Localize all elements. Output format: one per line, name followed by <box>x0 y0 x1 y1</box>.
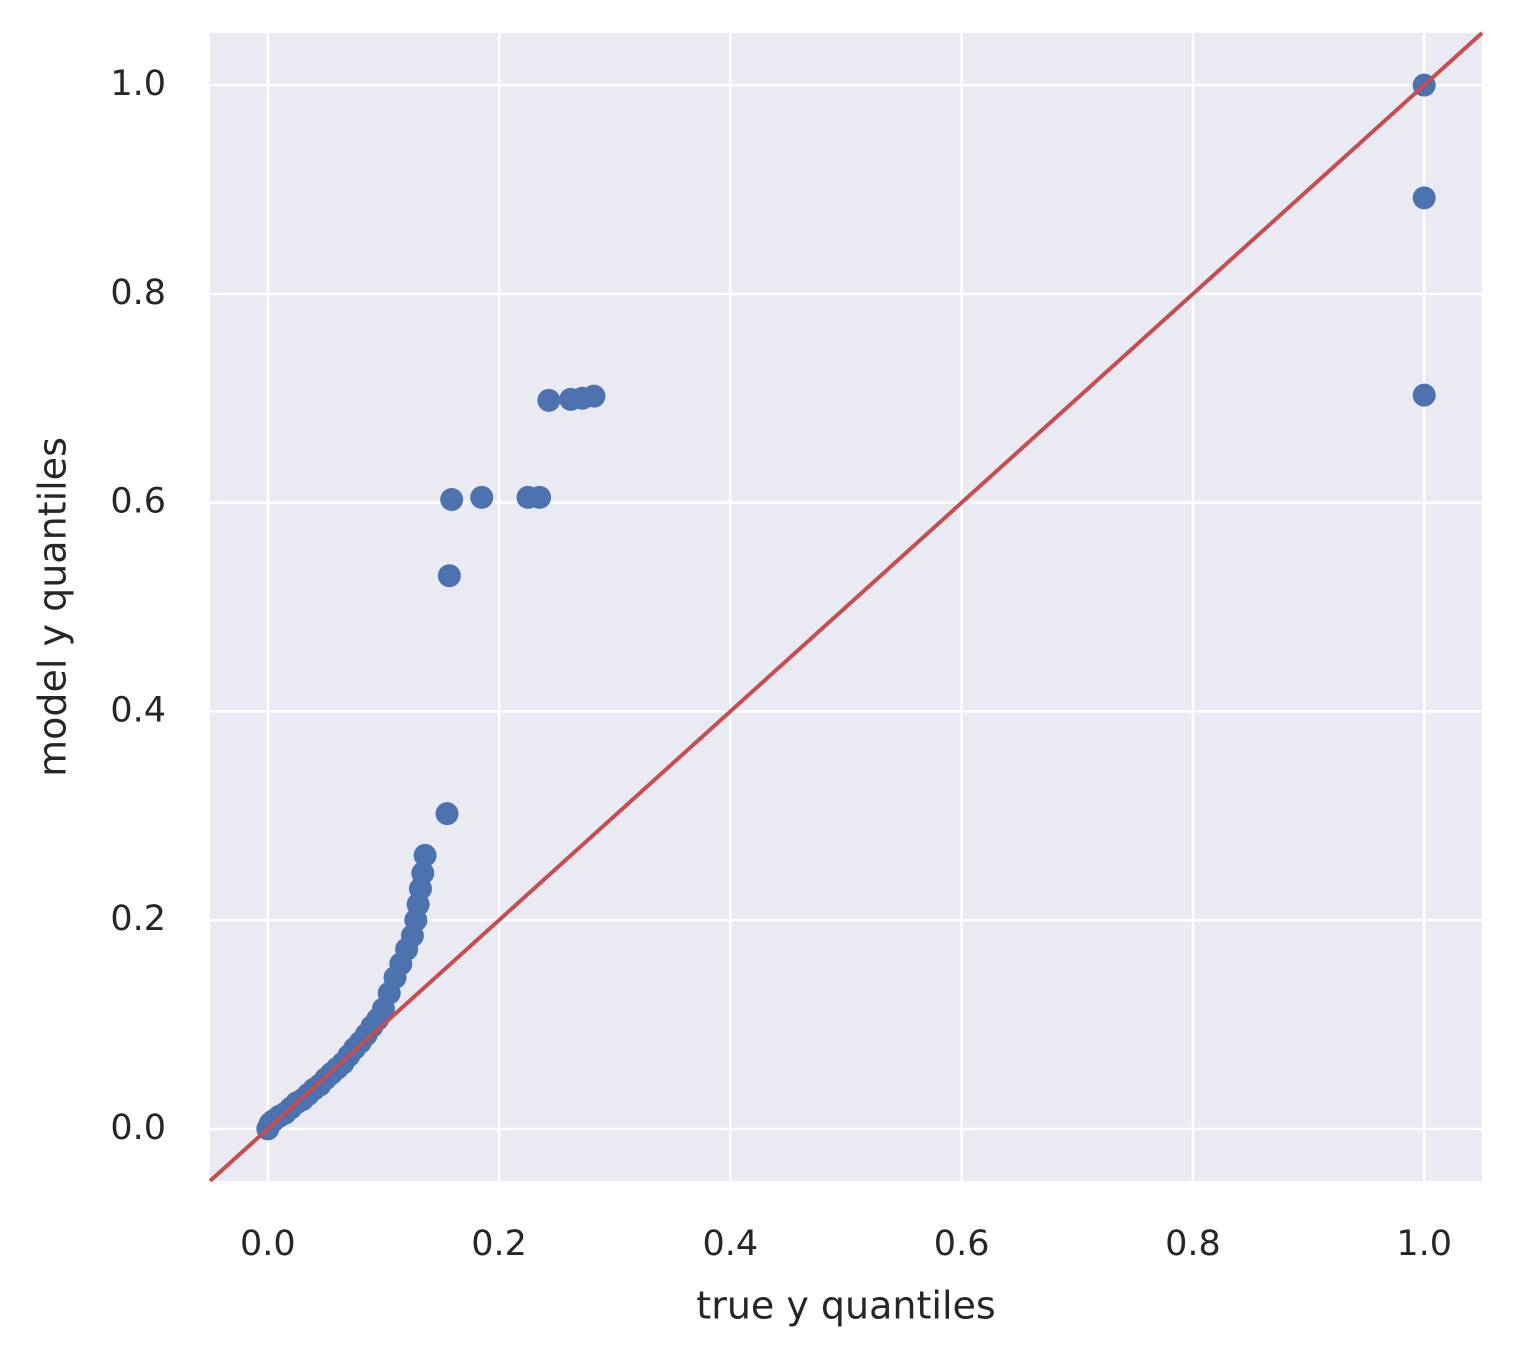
reference-line <box>208 31 1484 1183</box>
scatter-point <box>537 388 561 412</box>
scatter-point <box>1412 186 1436 210</box>
y-tick-label: 0.8 <box>110 273 166 313</box>
scatter-point <box>1412 383 1436 407</box>
scatter-point <box>437 564 461 588</box>
y-tick-label: 0.4 <box>110 690 166 730</box>
scatter-point <box>411 861 435 885</box>
scatter-point <box>413 843 437 867</box>
y-tick-label: 0.0 <box>110 1108 166 1148</box>
scatter-point <box>470 485 494 509</box>
y-tick-label: 1.0 <box>110 64 166 104</box>
scatter-point <box>528 485 552 509</box>
y-axis-label: model y quantiles <box>31 437 75 777</box>
x-tick-label: 0.2 <box>471 1224 527 1264</box>
x-axis-label: true y quantiles <box>696 1284 995 1328</box>
y-tick-label: 0.6 <box>110 482 166 522</box>
scatter-point <box>435 802 459 826</box>
x-tick-label: 0.8 <box>1165 1224 1221 1264</box>
scatter-point <box>582 384 606 408</box>
y-tick-label: 0.2 <box>110 899 166 939</box>
x-tick-label: 0.0 <box>240 1224 296 1264</box>
x-tick-label: 1.0 <box>1396 1224 1452 1264</box>
scatter-point <box>440 488 464 512</box>
x-tick-label: 0.6 <box>934 1224 990 1264</box>
x-tick-label: 0.4 <box>703 1224 759 1264</box>
